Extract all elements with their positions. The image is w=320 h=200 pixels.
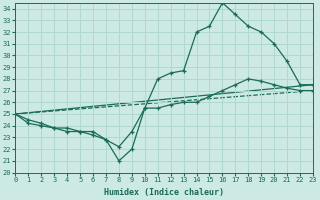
X-axis label: Humidex (Indice chaleur): Humidex (Indice chaleur) (104, 188, 224, 197)
